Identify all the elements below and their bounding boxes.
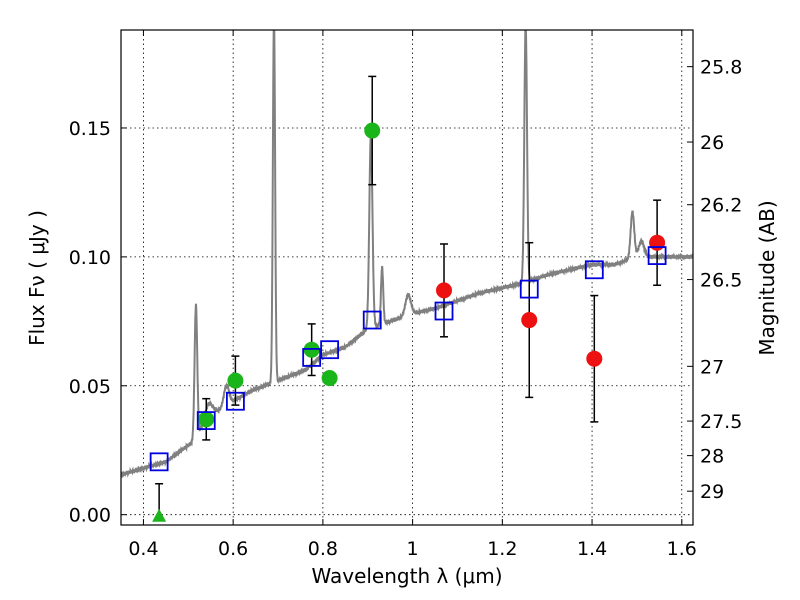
observed-point-red <box>521 312 538 329</box>
model-photometry-square <box>519 279 539 299</box>
mag-tick-label: 26.2 <box>700 195 742 217</box>
y-tick-label: 0.05 <box>69 376 111 398</box>
mag-tick-label: 25.8 <box>700 57 742 79</box>
model-photometry-square <box>149 452 169 472</box>
y-tick-label: 0.10 <box>69 247 111 269</box>
observed-point-green <box>198 411 215 428</box>
model-photometry-square <box>302 348 322 367</box>
model-photometry-square <box>362 310 382 330</box>
x-tick-label: 1.6 <box>667 538 697 560</box>
observed-point-red <box>649 234 666 251</box>
model-photometry-square <box>320 340 340 360</box>
observed-point-green <box>227 372 244 389</box>
y-tick-label: 0.15 <box>69 118 111 140</box>
mag-tick-label: 27.5 <box>700 411 742 433</box>
model-photometry-square <box>434 301 454 321</box>
observed-point-green <box>364 122 381 139</box>
x-tick-label: 0.4 <box>128 538 158 560</box>
x-axis-label: Wavelength λ (μm) <box>311 564 502 588</box>
model-photometry-square <box>196 411 216 430</box>
x-tick-label: 1.4 <box>577 538 607 560</box>
mag-tick-label: 28 <box>700 446 724 468</box>
mag-tick-label: 26 <box>700 132 724 154</box>
model-photometry-square <box>647 246 667 265</box>
y-tick-label: 0.00 <box>69 505 111 527</box>
y-axis-label: Flux Fν ( μJy ) <box>25 210 49 346</box>
y2-axis-label: Magnitude (AB) <box>755 200 779 355</box>
axes-ticks: 0.4 0.6 0.8 1 1.2 1.4 1.6 0.00 0.05 0.10 0.15 25.8 2… <box>69 30 742 560</box>
mag-tick-label: 29 <box>700 481 724 503</box>
plot-area <box>121 30 693 522</box>
model-photometry-square <box>584 260 604 280</box>
model-photometry-square <box>225 391 245 411</box>
observed-point-red <box>436 282 453 299</box>
x-tick-label: 1.2 <box>487 538 517 560</box>
observed-point-red <box>586 350 603 367</box>
grid <box>121 30 693 525</box>
plot-frame <box>120 29 694 526</box>
mag-tick-label: 26.5 <box>700 270 742 292</box>
x-tick-label: 0.8 <box>308 538 338 560</box>
x-tick-label: 0.6 <box>218 538 248 560</box>
upper-limit-triangle <box>152 508 167 522</box>
mag-tick-label: 27 <box>700 356 724 378</box>
x-tick-label: 1 <box>407 538 419 560</box>
observed-point-green <box>321 370 338 387</box>
template-spectrum-line <box>121 30 693 479</box>
